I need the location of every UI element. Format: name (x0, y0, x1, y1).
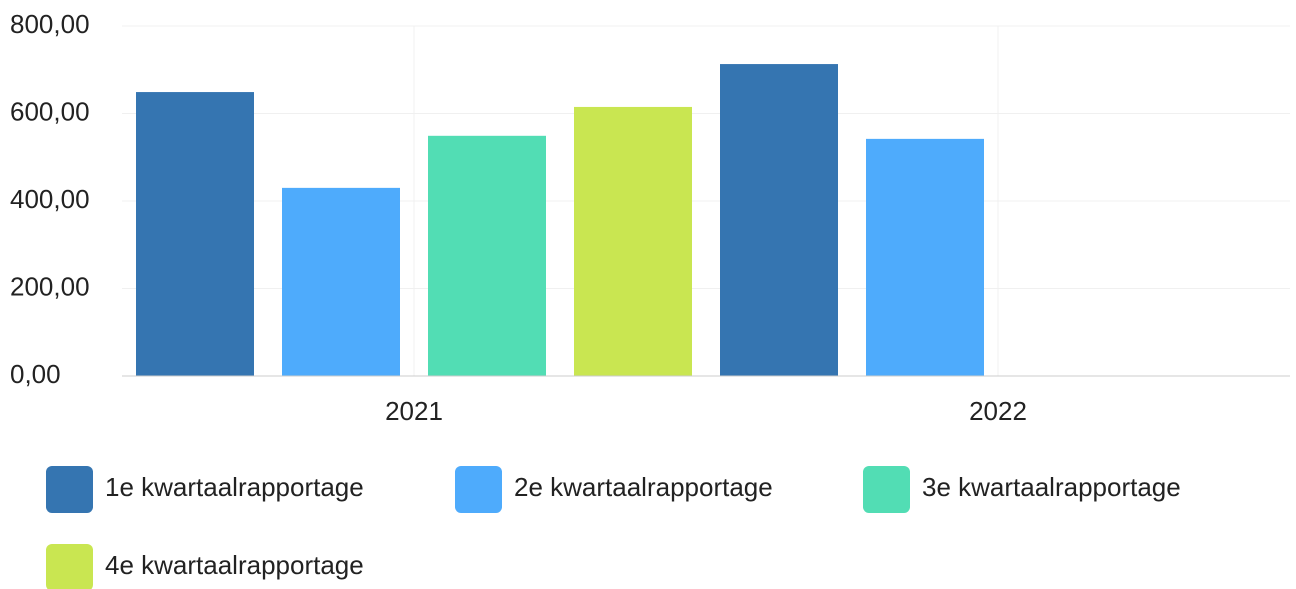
legend-label: 2e kwartaalrapportage (514, 472, 773, 502)
legend-swatch (455, 466, 502, 513)
y-tick-label: 200,00 (10, 271, 90, 301)
legend-swatch (863, 466, 910, 513)
legend-swatch (46, 466, 93, 513)
y-tick-label: 0,00 (10, 359, 61, 389)
bar (866, 138, 984, 376)
bar (428, 135, 546, 376)
y-tick-label: 600,00 (10, 96, 90, 126)
bar (720, 64, 838, 376)
bar (574, 106, 692, 376)
y-tick-label: 400,00 (10, 184, 90, 214)
bar (136, 92, 254, 376)
legend-label: 3e kwartaalrapportage (922, 472, 1181, 502)
legend-label: 1e kwartaalrapportage (105, 472, 364, 502)
legend-label: 4e kwartaalrapportage (105, 550, 364, 580)
y-tick-label: 800,00 (10, 9, 90, 39)
x-tick-label: 2022 (969, 396, 1027, 426)
bar (282, 187, 400, 376)
x-tick-label: 2021 (385, 396, 443, 426)
legend-swatch (46, 544, 93, 589)
